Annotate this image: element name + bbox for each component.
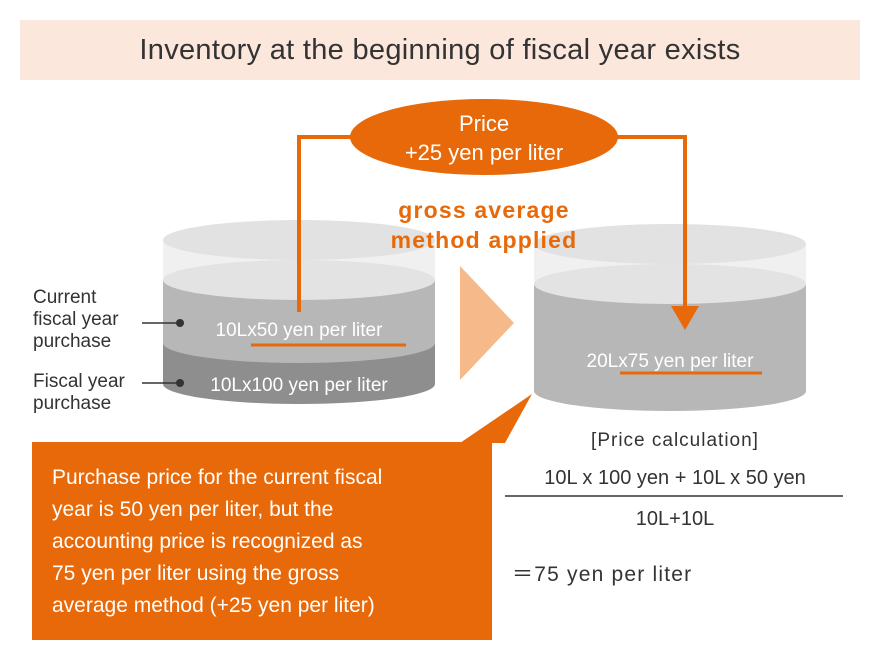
price-flow-arrowhead <box>671 306 699 330</box>
price-bubble <box>350 99 618 175</box>
label-fiscal-line2: purchase <box>33 393 112 414</box>
label-current-fiscal-year-purchase: Current fiscal year purchase <box>33 287 119 353</box>
price-bubble-line1: Price <box>459 111 509 136</box>
callout-line: year is 50 yen per liter, but the <box>52 498 334 521</box>
left-tank-lower-text: 10Lx100 yen per liter <box>210 375 388 396</box>
right-tank: 20Lx75 yen per liter <box>534 224 806 411</box>
callout-line: accounting price is recognized as <box>52 530 363 553</box>
method-line1: gross average <box>398 197 570 223</box>
calculation-numerator: 10L x 100 yen + 10L x 50 yen <box>544 467 806 489</box>
leader-dot-fiscal <box>176 379 184 387</box>
right-tank-layer <box>534 284 806 411</box>
page-title: Inventory at the beginning of fiscal yea… <box>139 33 741 66</box>
label-fiscal-line1: Fiscal year <box>33 371 125 392</box>
callout-line: 75 yen per liter using the gross <box>52 562 340 585</box>
callout-pointer <box>460 394 532 443</box>
label-current-line1: Current <box>33 287 97 308</box>
label-fiscal-year-purchase: Fiscal year purchase <box>33 371 125 415</box>
callout-box <box>32 442 492 640</box>
callout-line: Purchase price for the current fiscal <box>52 466 383 489</box>
callout-text: Purchase price for the current fiscal ye… <box>52 462 482 622</box>
label-current-line3: purchase <box>33 331 112 352</box>
title-banner: Inventory at the beginning of fiscal yea… <box>20 20 860 80</box>
label-current-line2: fiscal year <box>33 309 119 330</box>
leader-dot-current <box>176 319 184 327</box>
method-line2: method applied <box>391 227 578 253</box>
price-bubble-line2: +25 yen per liter <box>405 140 563 165</box>
calculation-result: ＝75 yen per liter <box>512 563 693 586</box>
callout-line: average method (+25 yen per liter) <box>52 594 375 617</box>
transition-arrow <box>460 266 514 380</box>
calculation-heading: [Price calculation] <box>591 430 759 451</box>
calculation-denominator: 10L+10L <box>635 508 715 530</box>
left-tank-upper-text: 10Lx50 yen per liter <box>216 320 384 341</box>
right-tank-text: 20Lx75 yen per liter <box>587 351 755 372</box>
left-tank-upper-layer <box>163 280 435 363</box>
right-tank-rim <box>534 224 806 264</box>
